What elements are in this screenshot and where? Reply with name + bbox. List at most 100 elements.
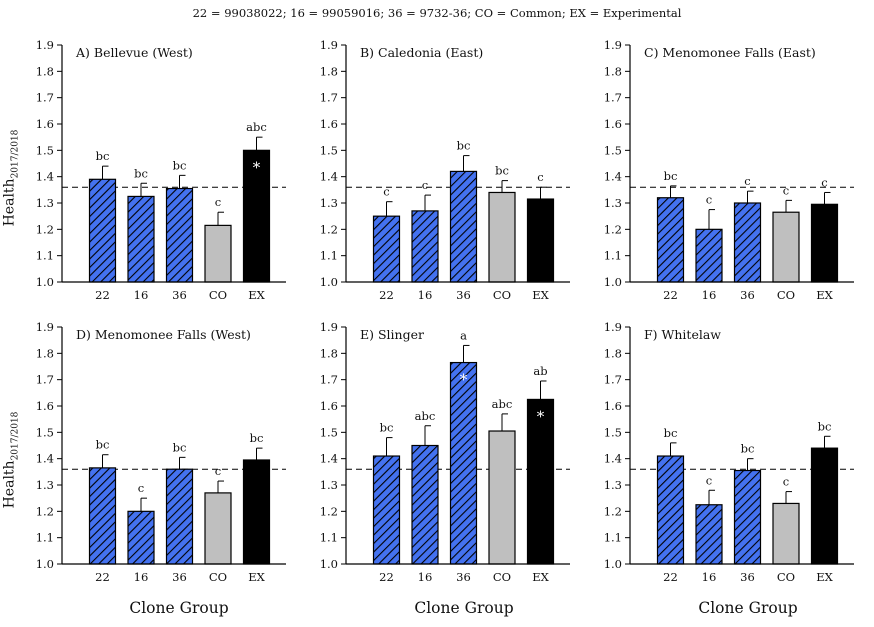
x-tick-label: 16 [134,288,149,302]
y-tick-label: 1.5 [320,425,338,439]
y-tick-label: 1.5 [36,143,54,157]
significance-letter: c [537,170,543,184]
bar-16 [411,444,439,565]
y-tick-label: 1.3 [320,196,338,210]
bar-CO [204,492,232,565]
y-tick-label: 1.8 [320,64,338,78]
y-tick-label: 1.0 [36,275,54,289]
significance-letter: c [138,481,144,495]
bar-22 [656,197,685,283]
significance-letter: bc [380,421,394,435]
y-tick-label: 1.4 [604,170,622,184]
bar-22 [88,178,117,283]
significance-letter: bc [96,438,110,452]
bar-CO [488,430,516,565]
x-tick-label: 22 [95,288,110,302]
y-tick-label: 1.9 [604,38,622,52]
y-tick-label: 1.4 [604,452,622,466]
significance-letter: bc [250,431,264,445]
significance-letter: abc [492,397,513,411]
x-tick-label: EX [532,570,549,584]
y-tick-label: 1.9 [36,320,54,334]
significance-letter: bc [173,440,187,454]
bar-22 [372,455,401,565]
y-axis-title-subscript: 2017/2018 [10,129,21,179]
y-tick-label: 1.2 [320,504,338,518]
bar-16 [695,504,723,565]
y-tick-label: 1.0 [604,557,622,571]
panel-title: E) Slinger [360,327,424,342]
significance-letter: bc [457,139,471,153]
significance-letter: bc [96,149,110,163]
y-tick-label: 1.2 [320,222,338,236]
y-tick-label: 1.3 [36,196,54,210]
bar-EX [526,198,555,283]
x-tick-label: CO [209,570,227,584]
x-tick-label: CO [777,288,795,302]
bar-22 [372,215,401,283]
x-tick-label: 16 [418,570,433,584]
bar-36 [733,469,762,565]
x-tick-label: EX [816,570,833,584]
chart-panel-d: 1.0 1.1 1.2 1.3 1.4 1.5 1.6 1.7 1.8 1.9 bc 22 c 16 bc 3… [36,320,286,584]
significance-letter: c [744,174,750,188]
y-tick-label: 1.9 [320,38,338,52]
bar-22 [88,467,117,565]
x-tick-label: 36 [740,570,755,584]
bar-16 [411,210,439,283]
y-axis-title-text: Health [1,178,18,227]
x-axis-title-1: Clone Group [129,599,229,617]
chart-panel-b: 1.0 1.1 1.2 1.3 1.4 1.5 1.6 1.7 1.8 1.9 c 22 c 16 bc 36… [320,38,570,302]
significance-letter: bc [134,166,148,180]
x-tick-label: CO [493,288,511,302]
bar-16 [127,195,155,283]
y-tick-label: 1.3 [36,478,54,492]
y-tick-label: 1.6 [604,117,622,131]
x-tick-label: CO [209,288,227,302]
panel-title: D) Menomonee Falls (West) [76,327,251,342]
y-tick-label: 1.1 [36,249,54,263]
y-tick-label: 1.5 [36,425,54,439]
panel-title: F) Whitelaw [644,327,721,342]
significance-letter: c [706,193,712,207]
bar-EX [526,398,555,565]
x-tick-label: 22 [379,570,394,584]
panel-title: A) Bellevue (West) [75,45,193,60]
y-tick-label: 1.2 [36,504,54,518]
y-tick-label: 1.1 [320,531,338,545]
significance-letter: c [422,178,428,192]
chart-panel-e: 1.0 1.1 1.2 1.3 1.4 1.5 1.6 1.7 1.8 1.9 bc 22 abc 16 a… [320,320,570,584]
x-tick-label: 16 [134,570,149,584]
y-tick-label: 1.6 [36,117,54,131]
significance-letter: bc [664,426,678,440]
y-tick-label: 1.7 [320,373,338,387]
bar-CO [772,211,800,283]
bar-22 [656,455,685,565]
x-tick-label: 22 [379,288,394,302]
y-tick-label: 1.3 [320,478,338,492]
significance-letter: abc [246,120,267,134]
significance-letter: a [460,328,467,342]
significance-letter: bc [495,164,509,178]
bar-EX [242,459,271,565]
y-tick-label: 1.2 [36,222,54,236]
significance-letter: c [383,185,389,199]
y-tick-label: 1.6 [604,399,622,413]
y-tick-label: 1.1 [604,531,622,545]
significance-letter: bc [173,158,187,172]
x-tick-label: 22 [95,570,110,584]
y-tick-label: 1.5 [604,425,622,439]
x-tick-label: 36 [172,570,187,584]
x-tick-label: EX [248,288,265,302]
x-tick-label: 22 [663,570,678,584]
significance-asterisk: * [537,407,545,425]
x-tick-label: 22 [663,288,678,302]
bar-36 [449,361,478,565]
y-tick-label: 1.8 [604,64,622,78]
x-tick-label: 36 [456,288,471,302]
y-tick-label: 1.0 [320,275,338,289]
bar-CO [772,502,800,565]
y-tick-label: 1.4 [320,170,338,184]
y-axis-title-subscript: 2017/2018 [10,411,21,461]
